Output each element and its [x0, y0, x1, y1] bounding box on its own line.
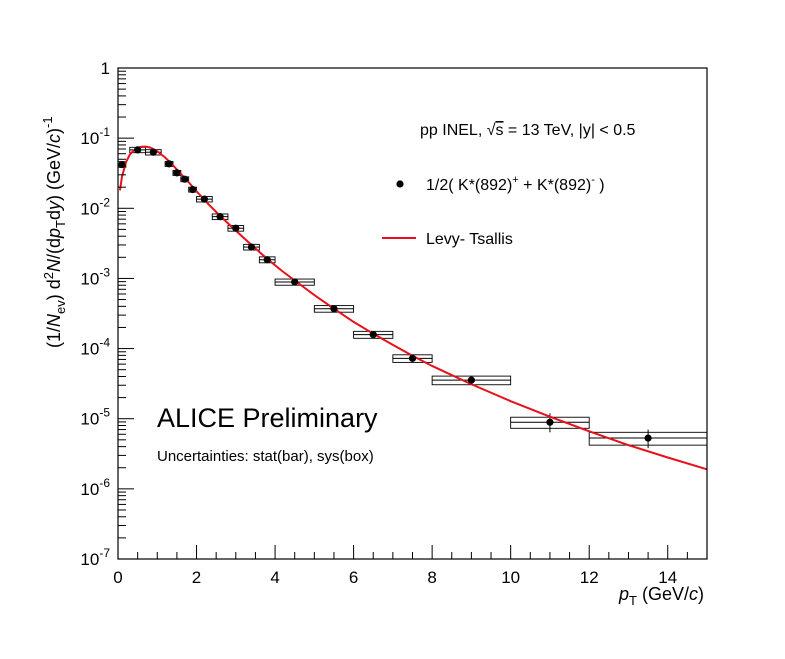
- data-point: [216, 213, 224, 221]
- alice-preliminary-label: ALICE Preliminary: [157, 403, 378, 433]
- data-point: [181, 175, 189, 183]
- y-tick-label: 1: [101, 59, 110, 78]
- y-axis-tick-labels: 10-7 10-6 10-5 10-4 10-3 10-2 10-1 1: [80, 59, 110, 569]
- y-axis-label: (1/Nev) d2N/(dpTdy) (GeV/c)-1: [40, 116, 68, 348]
- data-point: [369, 331, 377, 339]
- x-tick-label: 8: [427, 568, 436, 587]
- data-point: [291, 278, 299, 286]
- x-tick-label: 12: [580, 568, 599, 587]
- x-tick-label: 14: [658, 568, 677, 587]
- y-tick-label: 10-5: [80, 406, 110, 429]
- legend-marker-label: 1/2( K*(892)+ + K*(892)- ): [426, 174, 605, 194]
- y-tick-label: 10-4: [80, 336, 110, 359]
- data-point: [330, 305, 338, 313]
- x-tick-label: 0: [113, 568, 122, 587]
- system-annotation: pp INEL, √s = 13 TeV, |y| < 0.5: [420, 122, 636, 139]
- legend-marker-symbol: [396, 180, 404, 188]
- y-axis-ticks: [118, 70, 134, 560]
- legend-line-label: Levy- Tsallis: [426, 231, 513, 248]
- y-tick-label: 10-7: [80, 546, 110, 569]
- data-point: [134, 146, 142, 154]
- data-point: [149, 148, 157, 156]
- data-point: [165, 160, 173, 168]
- data-point: [263, 256, 271, 264]
- x-tick-label: 6: [349, 568, 358, 587]
- x-tick-label: 10: [501, 568, 520, 587]
- data-point: [467, 376, 475, 384]
- y-tick-label: 10-6: [80, 476, 110, 499]
- x-axis-tick-labels: 0 2 4 6 8 10 12 14: [113, 568, 677, 587]
- data-markers: [118, 146, 652, 442]
- uncertainties-note: Uncertainties: stat(bar), sys(box): [157, 448, 374, 465]
- x-axis-ticks: [117, 545, 708, 559]
- data-point: [644, 434, 652, 442]
- data-point: [118, 160, 126, 169]
- data-point: [232, 224, 240, 232]
- x-axis-label: pT (GeV/c): [618, 584, 704, 608]
- y-tick-label: 10-2: [80, 195, 110, 218]
- y-tick-label: 10-3: [80, 265, 110, 288]
- y-tick-label: 10-1: [80, 125, 110, 148]
- data-point: [189, 185, 197, 194]
- data-point: [200, 195, 208, 203]
- data-point: [247, 243, 256, 251]
- x-tick-label: 4: [270, 568, 279, 587]
- x-tick-label: 2: [192, 568, 201, 587]
- data-point: [408, 354, 417, 362]
- data-point: [173, 169, 181, 177]
- data-point: [546, 418, 554, 426]
